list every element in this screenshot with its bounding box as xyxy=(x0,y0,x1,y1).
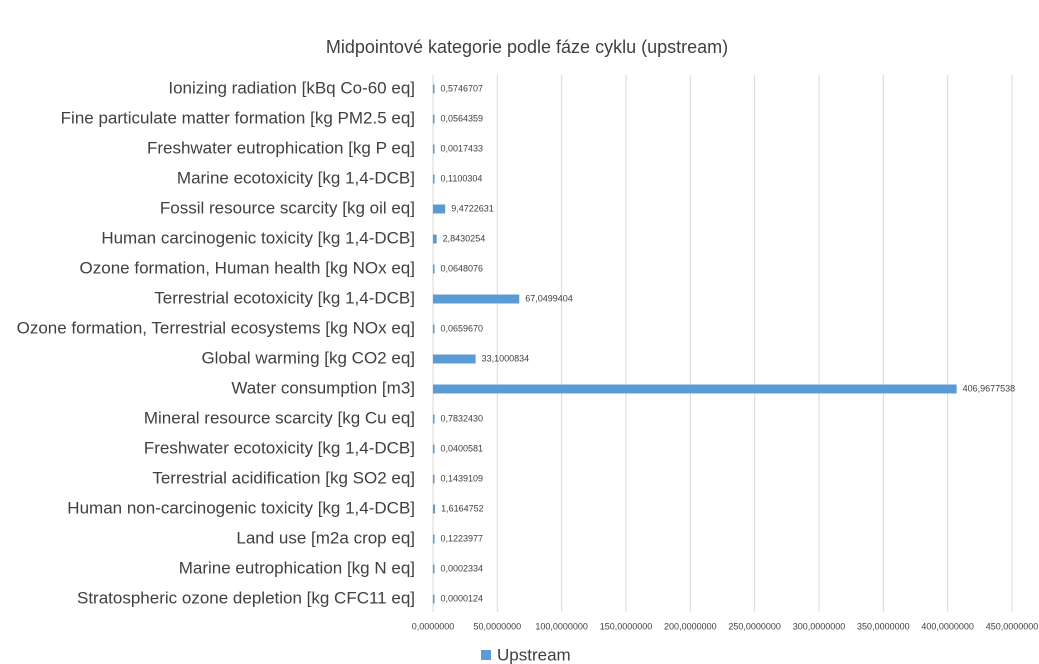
y-tick-label: Stratospheric ozone depletion [kg CFC11 … xyxy=(77,588,415,607)
data-label: 0,0017433 xyxy=(441,143,484,153)
bar xyxy=(433,444,435,454)
data-label: 67,0499404 xyxy=(525,293,573,303)
data-label: 0,0648076 xyxy=(441,263,484,273)
x-tick-label: 0,0000000 xyxy=(412,621,455,631)
x-tick-label: 100,0000000 xyxy=(535,621,588,631)
bar xyxy=(433,594,435,604)
y-tick-label: Ozone formation, Terrestrial ecosystems … xyxy=(17,318,415,337)
y-tick-label: Land use [m2a crop eq] xyxy=(236,528,415,547)
data-label: 0,0564359 xyxy=(441,113,484,123)
y-tick-label: Human carcinogenic toxicity [kg 1,4-DCB] xyxy=(101,228,415,247)
bar xyxy=(433,114,435,124)
data-label: 33,1000834 xyxy=(482,353,530,363)
y-tick-label: Ionizing radiation [kBq Co-60 eq] xyxy=(168,78,415,97)
y-tick-label: Terrestrial acidification [kg SO2 eq] xyxy=(152,468,415,487)
y-tick-label: Fine particulate matter formation [kg PM… xyxy=(61,108,415,127)
bar xyxy=(433,474,435,484)
y-tick-label: Global warming [kg CO2 eq] xyxy=(201,348,415,367)
chart-title: Midpointové kategorie podle fáze cyklu (… xyxy=(326,37,728,57)
y-tick-label: Terrestrial ecotoxicity [kg 1,4-DCB] xyxy=(154,288,415,307)
y-tick-label: Freshwater eutrophication [kg P eq] xyxy=(147,138,415,157)
data-label: 2,8430254 xyxy=(443,233,486,243)
data-label: 0,5746707 xyxy=(441,83,484,93)
bar xyxy=(433,144,435,154)
bar xyxy=(433,234,437,244)
data-label: 9,4722631 xyxy=(451,203,494,213)
data-label: 0,0002334 xyxy=(441,563,484,573)
data-label: 0,7832430 xyxy=(441,413,484,423)
data-label: 1,6164752 xyxy=(441,503,484,513)
y-tick-label: Water consumption [m3] xyxy=(231,378,415,397)
bar xyxy=(433,504,436,514)
y-tick-label: Human non-carcinogenic toxicity [kg 1,4-… xyxy=(67,498,415,517)
y-tick-label: Marine ecotoxicity [kg 1,4-DCB] xyxy=(177,168,415,187)
data-label: 0,0400581 xyxy=(441,443,484,453)
x-tick-label: 450,0000000 xyxy=(986,621,1039,631)
y-tick-label: Mineral resource scarcity [kg Cu eq] xyxy=(144,408,415,427)
bar xyxy=(433,264,435,274)
bar xyxy=(433,174,435,184)
x-tick-label: 250,0000000 xyxy=(728,621,781,631)
legend-swatch xyxy=(481,650,491,660)
data-label: 0,0000124 xyxy=(441,593,484,603)
data-label: 0,0659670 xyxy=(441,323,484,333)
x-tick-label: 300,0000000 xyxy=(793,621,846,631)
y-tick-label: Ozone formation, Human health [kg NOx eq… xyxy=(80,258,415,277)
legend-label: Upstream xyxy=(497,645,571,664)
y-tick-label: Marine eutrophication [kg N eq] xyxy=(179,558,415,577)
bar xyxy=(433,324,435,334)
x-tick-label: 150,0000000 xyxy=(600,621,653,631)
bar xyxy=(433,354,476,364)
data-label: 406,9677538 xyxy=(963,383,1016,393)
x-tick-label: 400,0000000 xyxy=(921,621,974,631)
bar xyxy=(433,414,435,424)
bar xyxy=(433,84,435,94)
x-tick-label: 350,0000000 xyxy=(857,621,910,631)
y-tick-label: Freshwater ecotoxicity [kg 1,4-DCB] xyxy=(144,438,415,457)
bar xyxy=(433,294,520,304)
bar xyxy=(433,384,957,394)
data-label: 0,1439109 xyxy=(441,473,484,483)
data-label: 0,1100304 xyxy=(441,173,483,183)
y-tick-label: Fossil resource scarcity [kg oil eq] xyxy=(160,198,415,217)
bar xyxy=(433,564,435,574)
bar xyxy=(433,534,435,544)
bar xyxy=(433,204,446,214)
x-tick-label: 200,0000000 xyxy=(664,621,717,631)
x-tick-label: 50,0000000 xyxy=(474,621,522,631)
data-label: 0,1223977 xyxy=(441,533,484,543)
